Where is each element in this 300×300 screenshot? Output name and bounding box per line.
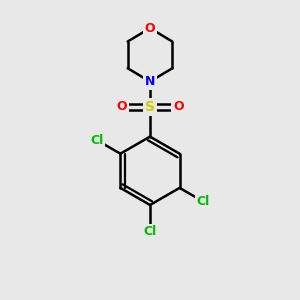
Text: Cl: Cl xyxy=(91,134,104,147)
Text: O: O xyxy=(145,22,155,34)
Text: O: O xyxy=(116,100,127,113)
Text: Cl: Cl xyxy=(143,225,157,238)
Text: S: S xyxy=(145,100,155,114)
Text: N: N xyxy=(145,75,155,88)
Text: Cl: Cl xyxy=(196,195,209,208)
Text: O: O xyxy=(173,100,184,113)
